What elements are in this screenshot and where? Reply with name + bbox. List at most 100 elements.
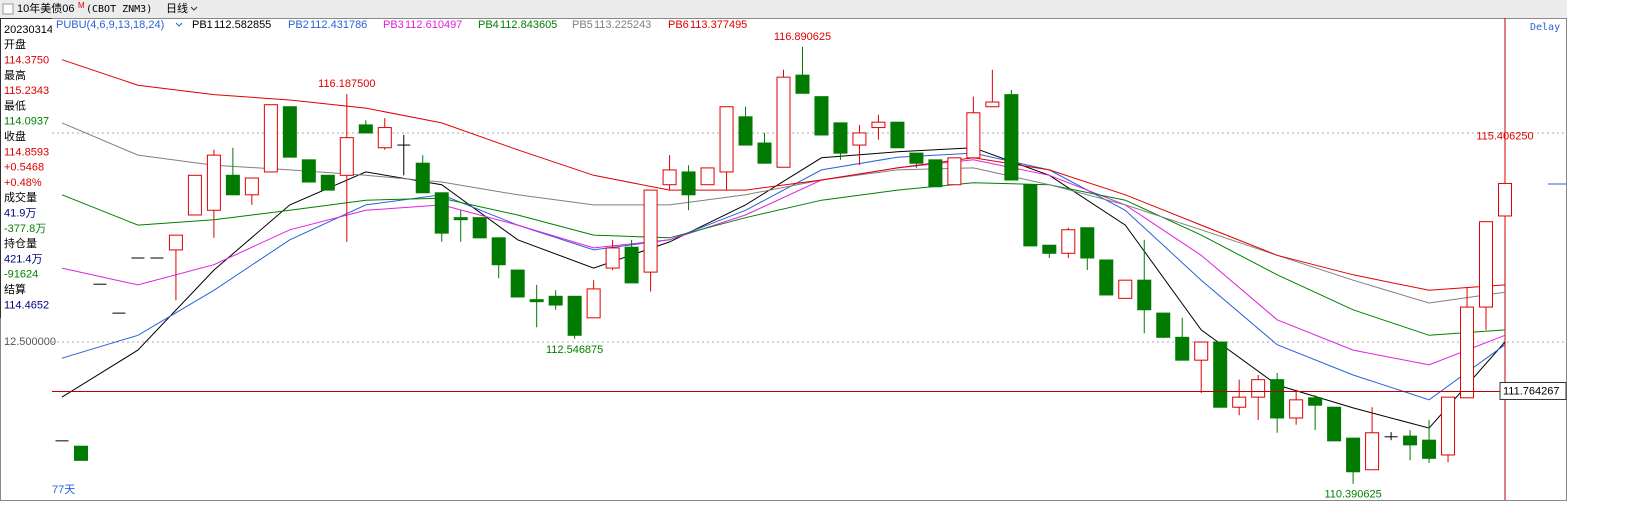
candle-body: [1327, 406, 1342, 442]
candle-body: [263, 104, 278, 173]
info-item: 114.8593: [4, 146, 49, 158]
candle-body: [1213, 341, 1228, 408]
info-item: -377.8万: [4, 223, 46, 235]
info-item: 成交量: [4, 190, 37, 204]
indicator-dropdown[interactable]: [175, 22, 183, 27]
extreme-label: 116.890625: [774, 31, 831, 43]
candle-body: [700, 167, 715, 186]
y-tick-label: 12.500000: [4, 336, 56, 348]
candle-body: [491, 237, 506, 266]
candle-body: [1403, 435, 1418, 446]
info-item: -91624: [4, 269, 38, 281]
candle-body: [301, 159, 316, 183]
info-item: 20230314: [4, 24, 53, 36]
candle-body: [1023, 184, 1038, 247]
candle-body: [529, 299, 544, 303]
header-icon: [2, 3, 14, 15]
candle-body: [1346, 437, 1361, 473]
extreme-label: 116.187500: [318, 78, 375, 90]
candle-body: [225, 174, 240, 196]
candle-body: [1270, 379, 1285, 419]
extreme-label: 112.546875: [546, 344, 603, 356]
candle-body: [453, 217, 468, 221]
candle-body: [605, 247, 620, 269]
period-dropdown[interactable]: [190, 6, 198, 11]
price-box: [1499, 381, 1567, 400]
extreme-label: 115.406250: [1476, 131, 1533, 143]
candle-body: [1194, 341, 1209, 361]
candle-body: [795, 74, 810, 94]
candle-body: [1365, 432, 1380, 471]
header-bar: [0, 0, 1567, 18]
ma-line: [61, 59, 1506, 291]
info-item: 结算: [4, 282, 26, 296]
legend-value: 112.431786: [310, 19, 367, 31]
candle-body: [833, 122, 848, 154]
candle-body: [947, 157, 962, 186]
info-item: 最高: [4, 68, 26, 82]
ma-line: [61, 147, 1506, 429]
info-item: 开盘: [4, 37, 26, 51]
info-item: +0.48%: [4, 177, 42, 189]
header-period[interactable]: 日线: [166, 1, 188, 15]
candle-body: [1422, 439, 1437, 459]
candle-body: [871, 121, 886, 129]
legend-value: 112.582855: [214, 19, 271, 31]
ma-line: [61, 159, 1506, 366]
candle-body: [643, 189, 658, 273]
candle-body: [1080, 227, 1095, 259]
ma-line: [61, 152, 1506, 401]
candle-body: [567, 295, 582, 336]
candle-body: [510, 269, 525, 298]
legend-name: PB6: [668, 19, 689, 31]
candle-body: [928, 159, 943, 188]
candle-body: [1479, 221, 1494, 308]
info-item: 41.9万: [4, 208, 36, 220]
candle-body: [985, 101, 1000, 108]
candle-body: [966, 112, 981, 159]
candle-body: [73, 445, 88, 461]
legend-name: PB2: [288, 19, 309, 31]
delay-label: Delay: [1530, 22, 1560, 33]
legend-value: 112.843605: [500, 19, 557, 31]
candle-body: [168, 234, 183, 251]
legend-value: 113.377495: [690, 19, 747, 31]
candle-body: [719, 106, 734, 173]
candle-body: [548, 295, 563, 306]
info-item: 114.4652: [4, 299, 49, 311]
candle-body: [814, 96, 829, 136]
info-item: 114.3750: [4, 55, 49, 67]
candle-body: [1251, 379, 1266, 398]
candle-body: [1232, 396, 1247, 408]
info-item: 114.0937: [4, 116, 49, 128]
candle-body: [472, 217, 487, 239]
candle-body: [1156, 312, 1171, 338]
header-badge: M: [78, 1, 85, 10]
candle-body: [358, 124, 373, 134]
candle-body: [1061, 229, 1076, 254]
candle-body: [738, 116, 753, 146]
info-item: 持仓量: [4, 236, 37, 250]
legend-value: 112.610497: [405, 19, 462, 31]
candle-body: [1308, 397, 1323, 406]
candle-body: [1004, 94, 1019, 181]
candle-body: [776, 76, 791, 168]
info-item: 115.2343: [4, 85, 49, 97]
candle-body: [586, 288, 601, 319]
info-item: 421.4万: [4, 253, 43, 265]
candle-body: [1118, 279, 1133, 299]
candle-body: [206, 154, 221, 211]
candle-body: [320, 174, 335, 191]
header-title: 10年美债06: [17, 1, 74, 15]
candle-body: [662, 169, 677, 186]
info-item: 最低: [4, 99, 26, 112]
candle-body: [1099, 259, 1114, 296]
legend-name: PB1: [192, 19, 213, 31]
indicator-name: PUBU(4,6,9,13,18,24): [56, 19, 164, 31]
legend-name: PB3: [383, 19, 404, 31]
candle-body: [624, 246, 639, 284]
candle-body: [1498, 182, 1512, 217]
candle-body: [852, 132, 867, 146]
